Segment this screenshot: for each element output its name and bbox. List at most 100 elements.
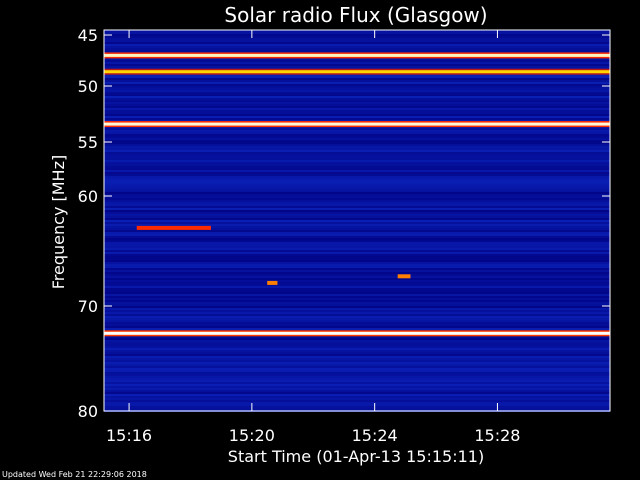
spectrogram-row	[104, 374, 610, 376]
spectrogram-row	[104, 148, 610, 150]
spectrogram-row	[104, 30, 610, 32]
plot-frame	[103, 29, 611, 412]
spectrogram-row	[104, 216, 610, 218]
spectrogram-row	[104, 230, 610, 232]
spectrogram-row	[104, 228, 610, 230]
y-tick-label: 70	[78, 297, 98, 316]
x-tick-label: 15:20	[229, 426, 275, 445]
spectrogram-row	[104, 50, 610, 52]
spectrogram-row	[104, 166, 610, 168]
spectrogram-row	[104, 138, 610, 140]
spectrogram-row	[104, 128, 610, 130]
spectrogram-row	[104, 284, 610, 286]
spectrogram-row	[104, 320, 610, 322]
spectrogram-row	[104, 150, 610, 152]
spectrogram-row	[104, 204, 610, 206]
band-core	[104, 122, 610, 126]
spectrogram-row	[104, 326, 610, 328]
spectrogram-row	[104, 364, 610, 366]
spectrogram-row	[104, 346, 610, 348]
spectrogram-row	[104, 236, 610, 238]
spectrogram-row	[104, 86, 610, 88]
spectrogram-row	[104, 118, 610, 120]
spectrogram-row	[104, 318, 610, 320]
spectrogram-row	[104, 174, 610, 176]
spectrogram-row	[104, 106, 610, 108]
spectrogram-row	[104, 64, 610, 66]
spectrogram-row	[104, 256, 610, 258]
spectrogram-row	[104, 112, 610, 114]
spectrogram-row	[104, 398, 610, 400]
spectrogram-row	[104, 340, 610, 342]
burst	[136, 225, 211, 230]
spectrogram-row	[104, 80, 610, 82]
spectrogram-row	[104, 290, 610, 292]
spectrogram-row	[104, 180, 610, 182]
band-core	[104, 331, 610, 335]
spectrogram-row	[104, 294, 610, 296]
spectrogram-row	[104, 272, 610, 274]
spectrogram-row	[104, 322, 610, 324]
spectrogram-row	[104, 140, 610, 142]
spectrogram-row	[104, 190, 610, 192]
spectrogram-row	[104, 154, 610, 156]
y-tick-label: 55	[78, 133, 98, 152]
spectrogram-row	[104, 302, 610, 304]
spectrogram-row	[104, 258, 610, 260]
spectrogram-row	[104, 130, 610, 132]
spectrogram-row	[104, 394, 610, 396]
spectrogram-row	[104, 192, 610, 194]
spectrogram-row	[104, 168, 610, 170]
spectrogram-row	[104, 44, 610, 46]
spectrogram-row	[104, 94, 610, 96]
spectrogram-row	[104, 198, 610, 200]
spectrogram-row	[104, 114, 610, 116]
spectrogram-row	[104, 356, 610, 358]
chart-title: Solar radio Flux (Glasgow)	[224, 3, 487, 27]
spectrogram-row	[104, 392, 610, 394]
spectrogram-row	[104, 344, 610, 346]
spectrogram-row	[104, 310, 610, 312]
band-core	[104, 70, 610, 74]
y-axis: 45 50 55 60 70 80	[78, 26, 610, 421]
spectrogram-row	[104, 160, 610, 162]
spectrogram-row	[104, 408, 610, 410]
y-axis-label: Frequency [MHz]	[49, 155, 68, 289]
spectrogram-row	[104, 152, 610, 154]
spectrogram-row	[104, 380, 610, 382]
spectrogram-row	[104, 384, 610, 386]
spectrogram-row	[104, 184, 610, 186]
spectrogram-row	[104, 396, 610, 398]
spectrogram-row	[104, 386, 610, 388]
spectrogram-row	[104, 232, 610, 234]
spectrogram-row	[104, 300, 610, 302]
spectrogram-rows	[104, 30, 610, 412]
spectrogram-row	[104, 200, 610, 202]
spectrogram-row	[104, 376, 610, 378]
burst	[397, 274, 411, 279]
spectrogram-row	[104, 40, 610, 42]
spectrogram-row	[104, 352, 610, 354]
spectrogram-row	[104, 208, 610, 210]
spectrogram-row	[104, 188, 610, 190]
spectrogram-row	[104, 102, 610, 104]
spectrogram-row	[104, 338, 610, 340]
spectrogram-row	[104, 214, 610, 216]
y-tick-label: 45	[78, 26, 98, 45]
spectrogram-row	[104, 78, 610, 80]
spectrogram-row	[104, 206, 610, 208]
spectrogram-row	[104, 402, 610, 404]
spectrogram-row	[104, 296, 610, 298]
spectrogram-row	[104, 108, 610, 110]
spectrogram-row	[104, 76, 610, 78]
spectrogram-row	[104, 274, 610, 276]
spectrogram-row	[104, 354, 610, 356]
spectrogram-row	[104, 370, 610, 372]
plot-area	[103, 29, 611, 412]
spectrogram-row	[104, 202, 610, 204]
spectrogram-row	[104, 96, 610, 98]
spectrogram-row	[104, 34, 610, 36]
spectrogram-row	[104, 242, 610, 244]
spectrogram-row	[104, 32, 610, 34]
spectrogram-row	[104, 348, 610, 350]
